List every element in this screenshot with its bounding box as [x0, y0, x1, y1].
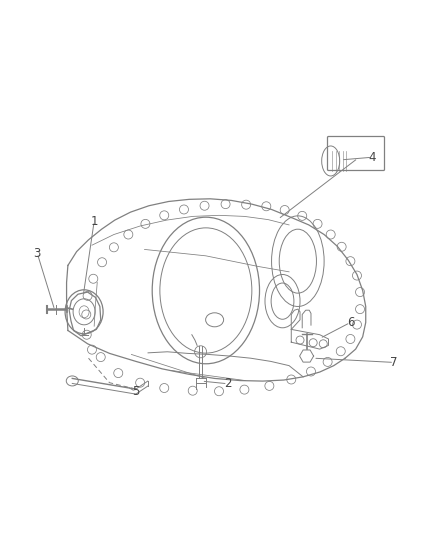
Text: 6: 6: [346, 316, 354, 329]
Text: 2: 2: [224, 377, 232, 390]
Text: 4: 4: [368, 151, 376, 164]
Text: 1: 1: [90, 215, 98, 228]
Text: 5: 5: [132, 385, 139, 398]
Text: 3: 3: [34, 247, 41, 260]
Text: 7: 7: [390, 356, 398, 369]
